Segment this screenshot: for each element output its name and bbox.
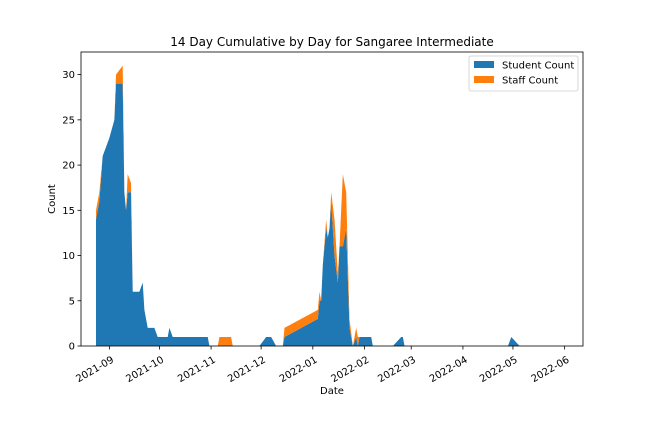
legend-swatch-staff bbox=[474, 76, 494, 83]
chart-title: 14 Day Cumulative by Day for Sangaree In… bbox=[170, 35, 493, 49]
plot-frame bbox=[80, 51, 584, 347]
legend-label-staff: Staff Count bbox=[502, 76, 558, 87]
x-axis-ticks: 2021-09 2021-10 2021-11 2021-12 2022-01 2022-… bbox=[74, 346, 571, 385]
x-tick-label: 2022-01 bbox=[278, 355, 320, 385]
x-tick-label: 2022-03 bbox=[376, 355, 418, 385]
y-axis-label: Count bbox=[47, 184, 58, 214]
y-tick-label: 25 bbox=[62, 115, 75, 126]
y-tick-label: 5 bbox=[69, 296, 75, 307]
x-tick-label: 2022-04 bbox=[428, 355, 470, 385]
y-tick-label: 10 bbox=[62, 251, 75, 262]
legend-frame bbox=[468, 55, 579, 92]
legend: Student Count Staff Count bbox=[468, 55, 579, 92]
x-tick-label: 2021-10 bbox=[124, 355, 166, 385]
x-tick-label: 2021-11 bbox=[176, 355, 218, 385]
x-tick-label: 2022-06 bbox=[530, 355, 572, 385]
x-tick-label: 2022-05 bbox=[478, 355, 520, 385]
y-axis-ticks: 0 5 10 15 20 25 30 bbox=[62, 70, 81, 353]
x-axis-label: Date bbox=[320, 386, 344, 397]
y-tick-label: 30 bbox=[62, 70, 75, 81]
legend-label-student: Student Count bbox=[502, 61, 574, 72]
legend-swatch-student bbox=[474, 61, 494, 68]
x-tick-label: 2022-02 bbox=[330, 355, 372, 385]
y-tick-label: 15 bbox=[62, 206, 75, 217]
y-tick-label: 0 bbox=[69, 342, 75, 353]
area-student-count bbox=[96, 83, 565, 346]
y-tick-label: 20 bbox=[62, 161, 75, 172]
plot-area bbox=[96, 65, 565, 346]
x-tick-label: 2021-09 bbox=[74, 355, 116, 385]
x-tick-label: 2021-12 bbox=[226, 355, 268, 385]
